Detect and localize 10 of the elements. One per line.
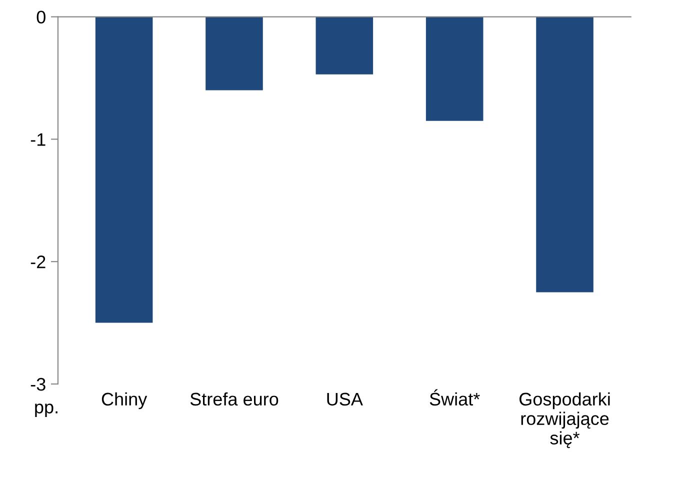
y-tick-label: 0 (36, 10, 46, 24)
x-tick-label: Świat* (430, 389, 480, 406)
y-tick-label: -2 (30, 256, 46, 268)
y-axis-title: pp. (35, 404, 58, 418)
x-tick-label: Gospodarki rozwijające się* (520, 392, 610, 448)
x-tick-label: Chiny (102, 392, 148, 410)
y-tick-label: -3 (30, 378, 46, 391)
y-tick-label: -1 (30, 133, 46, 146)
x-tick-label: Strefa euro (190, 392, 278, 406)
x-tick-label: USA (327, 392, 363, 406)
